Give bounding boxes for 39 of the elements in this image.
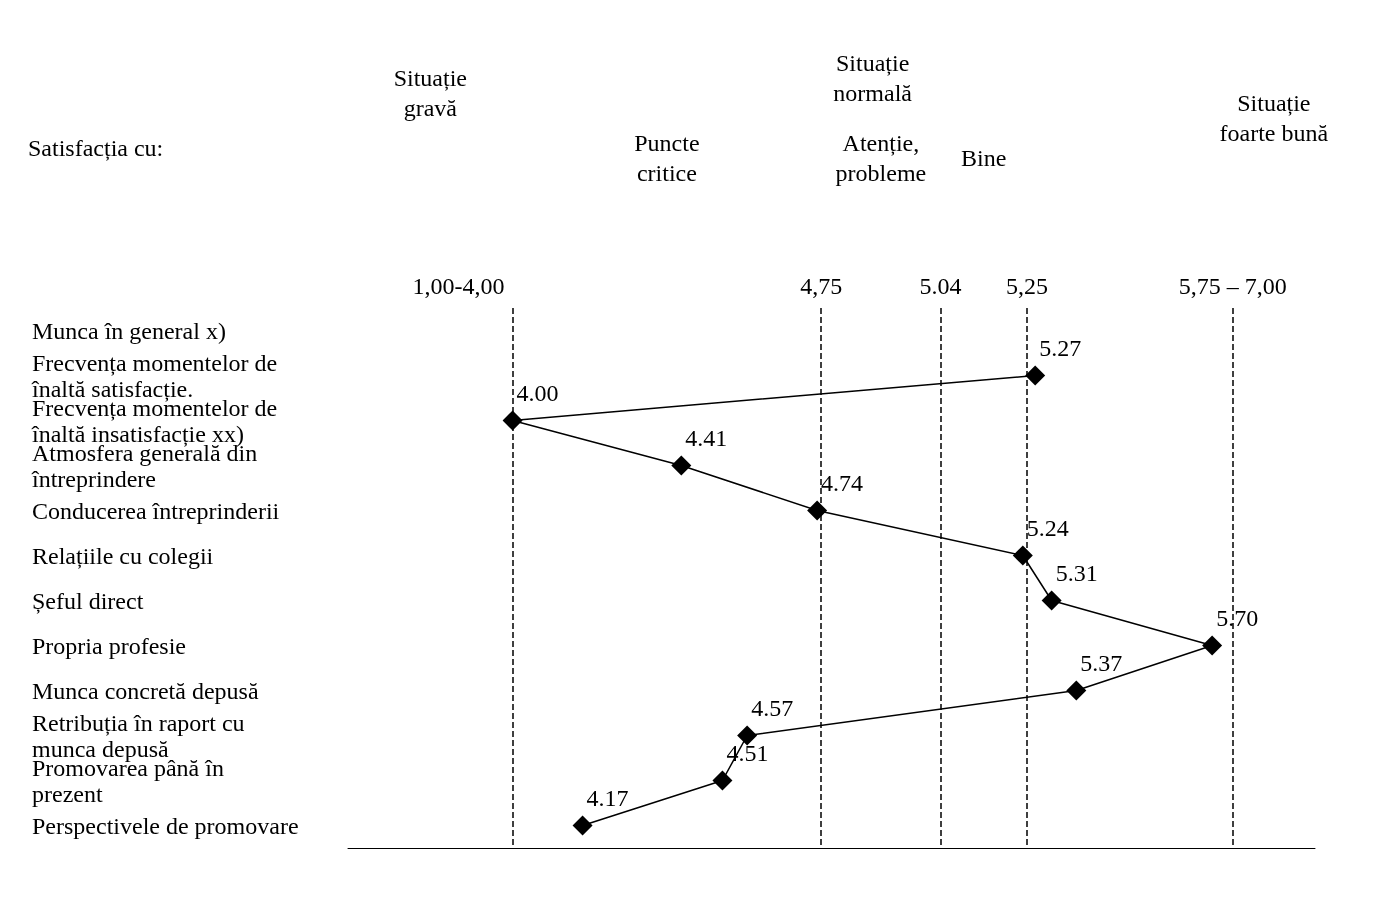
y-tick-label: Munca concretă depusă <box>32 677 259 704</box>
data-label: 4.00 <box>516 379 559 406</box>
text: Satisfacția cu: <box>28 135 164 161</box>
point <box>807 500 828 521</box>
text: Puncte critice <box>634 130 700 186</box>
point <box>572 815 593 836</box>
y-tick-label: Propria profesie <box>32 632 186 659</box>
ref-line-label: 4,75 <box>800 273 843 299</box>
point <box>1012 545 1033 566</box>
data-label: 5.31 <box>1055 559 1098 586</box>
y-tick-label: Perspectivele de promovare <box>32 812 299 839</box>
point <box>671 455 692 476</box>
y-tick-label: Conducerea întreprinderii <box>32 497 280 524</box>
ref-line-label: 5,25 <box>1005 273 1048 299</box>
data-label: 4.74 <box>821 469 864 496</box>
point <box>737 725 758 746</box>
point <box>1041 590 1062 611</box>
point <box>712 770 733 791</box>
data-label: 5.37 <box>1080 649 1123 676</box>
ref-line-label: 5.04 <box>919 273 962 299</box>
text: Situație foarte bună <box>1219 90 1329 146</box>
y-tick-label: Relațiile cu colegii <box>32 542 214 569</box>
data-label: 5.70 <box>1216 604 1259 631</box>
text: Situație gravă <box>393 65 467 121</box>
point <box>1202 635 1223 656</box>
text: 1,00-4,00 <box>412 273 505 299</box>
data-label: 5.27 <box>1039 334 1082 361</box>
y-tick-label: Șeful direct <box>32 587 144 614</box>
point <box>1025 365 1046 386</box>
text: Bine <box>961 145 1007 171</box>
data-label: 4.41 <box>685 424 728 451</box>
data-label: 4.17 <box>586 784 629 811</box>
text: Atenție, probleme <box>835 130 927 186</box>
text: 5,75 – 7,00 <box>1178 273 1287 299</box>
point <box>1066 680 1087 701</box>
text: Situație normală <box>833 50 913 106</box>
data-label: 4.57 <box>751 694 794 721</box>
y-tick-label: Munca în general x) <box>32 317 226 344</box>
data-label: 5.24 <box>1026 514 1069 541</box>
